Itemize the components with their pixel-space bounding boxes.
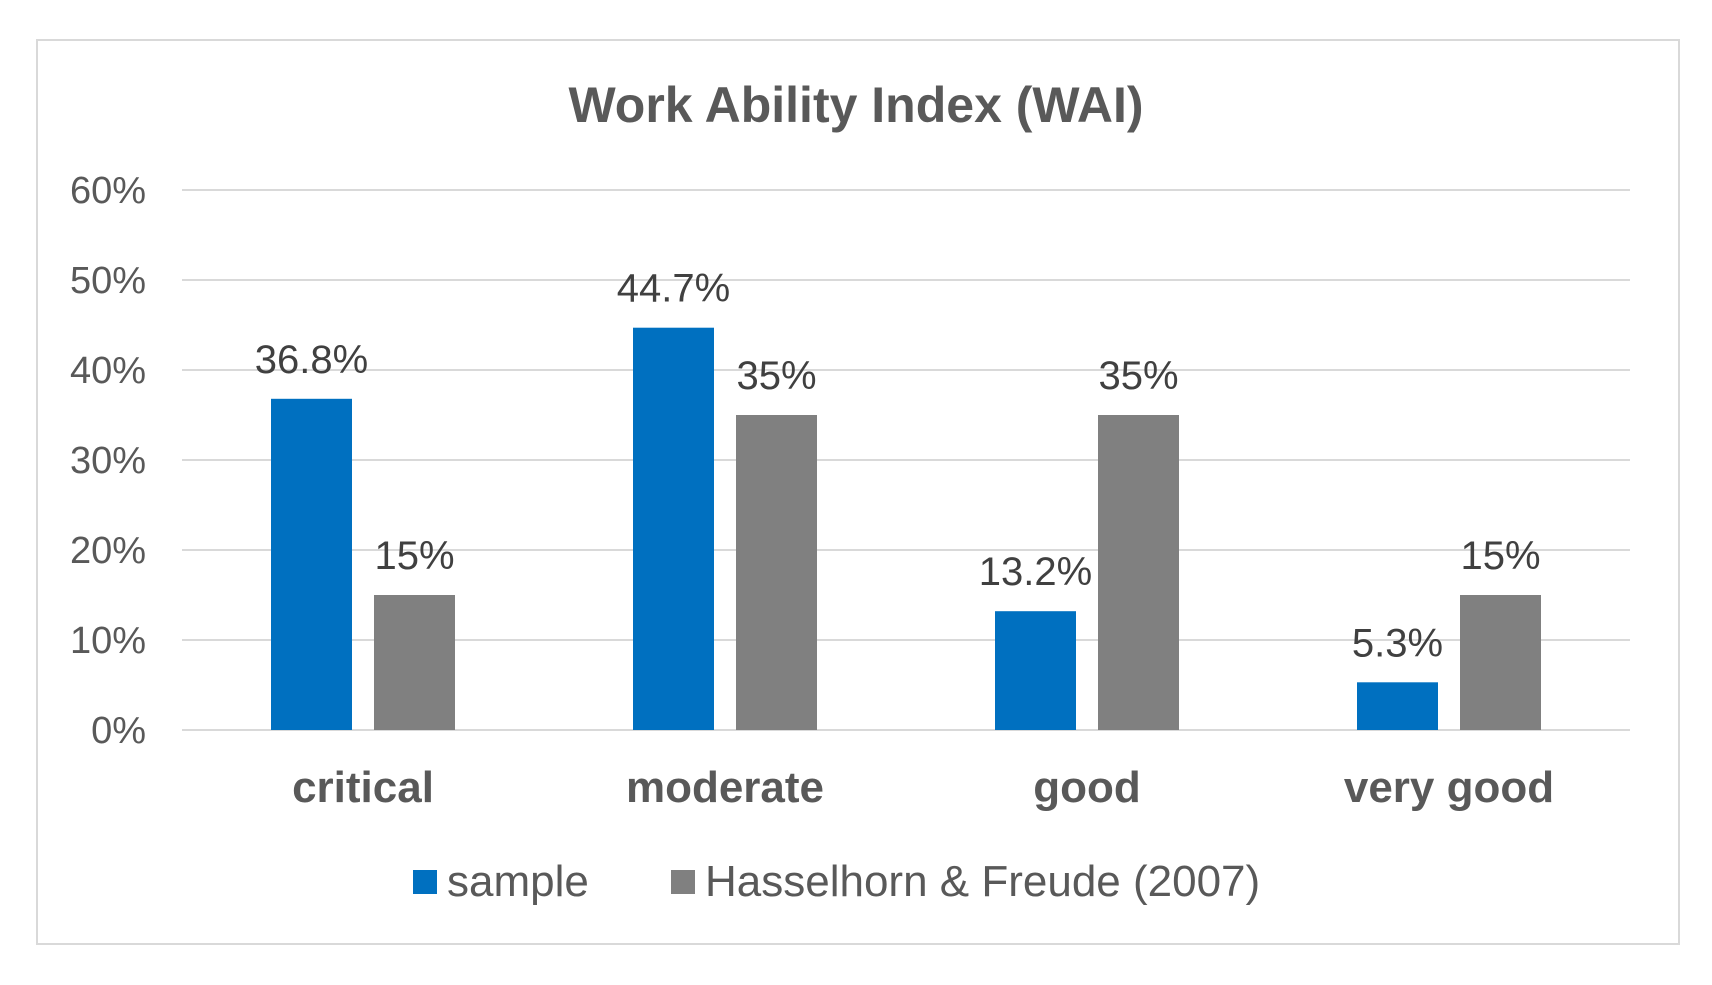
y-tick-label: 0% [91, 710, 146, 752]
bar-sample [633, 327, 714, 730]
data-label: 36.8% [255, 338, 368, 382]
data-label: 35% [736, 354, 816, 398]
y-tick-label: 60% [70, 170, 146, 212]
y-tick-label: 20% [70, 530, 146, 572]
x-axis-categories: critical moderate good very good [292, 763, 1554, 812]
data-label: 35% [1098, 354, 1178, 398]
bars [271, 327, 1541, 730]
y-tick-label: 10% [70, 620, 146, 662]
bar-sample [995, 611, 1076, 730]
legend: sample Hasselhorn & Freude (2007) [413, 857, 1260, 906]
data-label: 44.7% [617, 267, 730, 311]
x-category-label: moderate [626, 763, 824, 812]
legend-label: Hasselhorn & Freude (2007) [705, 857, 1260, 906]
chart-title: Work Ability Index (WAI) [568, 77, 1143, 133]
data-label: 5.3% [1352, 621, 1443, 665]
data-label: 15% [1460, 534, 1540, 578]
bar-hasselhorn [374, 595, 455, 730]
y-tick-label: 40% [70, 350, 146, 392]
legend-swatch [413, 870, 437, 894]
data-label: 15% [374, 534, 454, 578]
x-category-label: critical [292, 763, 434, 812]
bar-sample [1357, 682, 1438, 730]
legend-label: sample [447, 857, 589, 906]
data-labels: 36.8%15%44.7%35%13.2%35%5.3%15% [255, 267, 1541, 666]
data-label: 13.2% [979, 550, 1092, 594]
y-axis-ticks: 0% 10% 20% 30% 40% 50% 60% [70, 170, 146, 752]
x-category-label: good [1033, 763, 1141, 812]
y-tick-label: 50% [70, 260, 146, 302]
legend-swatch [671, 870, 695, 894]
y-tick-label: 30% [70, 440, 146, 482]
bar-sample [271, 398, 352, 730]
bar-hasselhorn [736, 415, 817, 730]
bar-hasselhorn [1460, 595, 1541, 730]
bar-hasselhorn [1098, 415, 1179, 730]
x-category-label: very good [1344, 763, 1554, 812]
